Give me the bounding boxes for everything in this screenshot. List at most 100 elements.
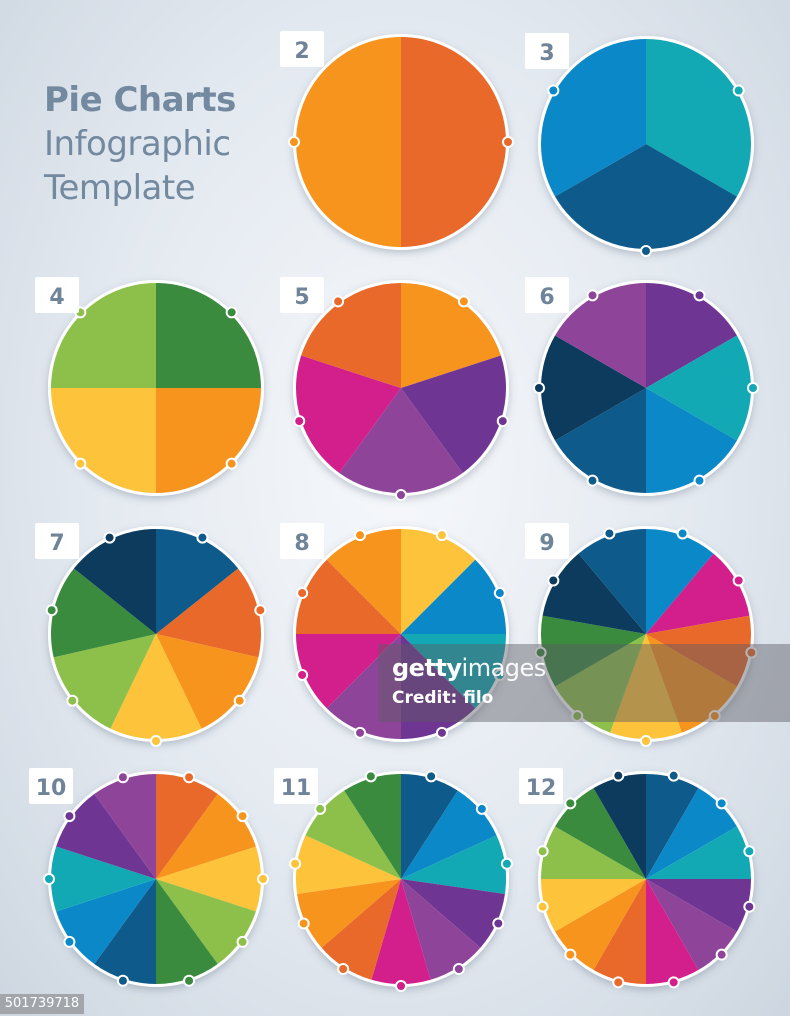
pie-rim-dot (183, 771, 196, 784)
pie-rim-dot (435, 529, 448, 542)
pie-slice (156, 388, 261, 493)
pie-rim-dot (296, 668, 309, 681)
pie-slice (401, 529, 476, 634)
pie-rim-dot (492, 917, 505, 930)
pie-number-box (35, 523, 79, 559)
pie-rim-dot (547, 84, 560, 97)
pie-slice (401, 774, 458, 879)
pie-number-label: 5 (294, 285, 309, 310)
pie-rim-dot (45, 604, 58, 617)
watermark-logo: gettyimages (392, 654, 546, 682)
pie-rim-dot (715, 797, 728, 810)
pie-number-label: 7 (49, 531, 64, 556)
pie-rim-dot (745, 646, 758, 659)
pie-slice (296, 634, 401, 709)
pie-rim-dot (364, 770, 377, 783)
pie-number-box (29, 768, 73, 804)
pie-slice (646, 788, 737, 879)
pie-slice (593, 879, 646, 984)
pie-slice (401, 37, 506, 247)
pie-rim-dot (452, 963, 465, 976)
pie-chart-12: 12 (519, 768, 756, 989)
pie-slice (646, 553, 750, 634)
pie-rim-dot (493, 668, 506, 681)
pie-rim-dot (63, 935, 76, 948)
pie-slice (646, 388, 737, 493)
pie-slice (326, 529, 401, 634)
watermark-credit: Credit: filo (392, 688, 494, 708)
pie-slice (156, 283, 261, 388)
pie-chart-3: 3 (525, 33, 754, 257)
pie-slice (646, 879, 699, 984)
pie-slice (541, 826, 646, 879)
pie-slice (646, 879, 737, 970)
pie-rim-dot (236, 935, 249, 948)
pie-slice (646, 879, 751, 932)
pie-slice (94, 879, 156, 984)
pie-slice (344, 774, 401, 879)
pie-rim-dot (236, 810, 249, 823)
pie-rim-dot (354, 726, 367, 739)
pie-rim-dot (667, 976, 680, 989)
watermark-brand-bold: getty (392, 654, 462, 682)
pie-rim-dot (354, 529, 367, 542)
pie-rim-dot (314, 802, 327, 815)
pie-chart-5: 5 (280, 277, 509, 501)
pie-rim-dot (297, 917, 310, 930)
pie-slice (646, 283, 737, 388)
pie-slice (542, 553, 646, 634)
pie-slice (51, 388, 156, 493)
pie-rim-dot (289, 857, 302, 870)
pie-number-box (280, 523, 324, 559)
pie-slice (646, 634, 737, 733)
pie-rim-dot (116, 974, 129, 987)
title-line-1: Pie Charts (44, 80, 236, 120)
pie-number-label: 6 (539, 285, 554, 310)
pie-rim-dot (547, 574, 560, 587)
pie-slice (339, 388, 463, 493)
pie-rim-dot (296, 587, 309, 600)
pie-slice (646, 826, 751, 879)
pie-chart-11: 11 (274, 768, 513, 992)
pie-rim-dot (435, 726, 448, 739)
pie-slice (156, 568, 261, 658)
pie-rim-dot (586, 289, 599, 302)
pie-slice (541, 39, 646, 197)
pie-rim-dot (667, 769, 680, 782)
pie-number-label: 10 (36, 776, 67, 801)
watermark: gettyimages Credit: filo (378, 644, 790, 722)
pie-slice (401, 634, 476, 739)
pie-rim-dot (225, 306, 238, 319)
pie-number-label: 12 (526, 776, 557, 801)
pie-rim-dot (43, 873, 55, 885)
pie-slice (326, 634, 401, 739)
pie-chart-8: 8 (280, 523, 509, 742)
bottom-bar (0, 1016, 790, 1024)
pie-slice (646, 529, 714, 634)
pie-rim-dot (257, 873, 269, 885)
pie-number-box (525, 277, 569, 313)
pie-slice (555, 788, 646, 879)
pie-slice (541, 335, 646, 441)
pie-number-label: 8 (294, 531, 309, 556)
pie-rim-dot (254, 604, 267, 617)
pie-rim-dot (564, 948, 577, 961)
pie-rim-dot (732, 574, 745, 587)
pie-slice (646, 615, 751, 687)
pie-slice (555, 879, 646, 970)
pie-number-box (280, 277, 324, 313)
pie-rim-dot (116, 771, 129, 784)
pie-rim-dot (640, 245, 652, 257)
pie-rim-dot (103, 531, 116, 544)
pie-slice (156, 634, 259, 729)
pie-rim-dot (183, 974, 196, 987)
pie-rim-dot (571, 709, 584, 722)
pie-slice (593, 774, 646, 879)
title-line-3: Template (44, 168, 196, 208)
pie-rim-dot (395, 980, 407, 992)
pie-rim-dot (395, 489, 407, 501)
pie-rim-dot (475, 802, 488, 815)
pie-number-label: 3 (539, 41, 554, 66)
pie-chart-7: 7 (35, 523, 267, 747)
pie-slice (51, 568, 156, 658)
